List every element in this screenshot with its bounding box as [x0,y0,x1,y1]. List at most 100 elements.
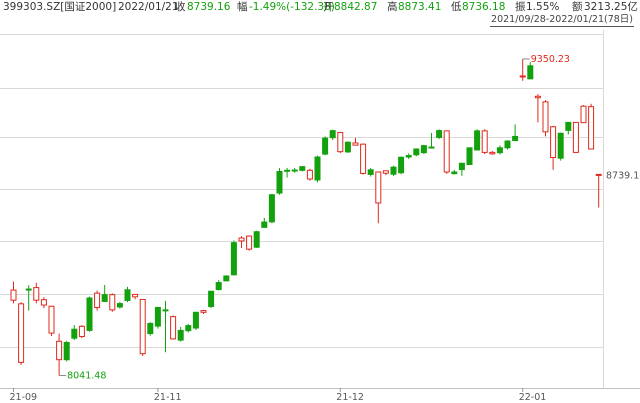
candle [200,309,207,314]
candle [489,150,496,155]
max-price-label: 9350.23 [531,54,570,65]
candle-body-up [246,235,253,250]
candle [344,141,351,153]
candle [132,293,139,300]
min-price-label: 8041.48 [67,371,106,382]
candle-body-up [360,143,367,174]
candle-body-down [413,148,420,156]
candle [512,124,519,142]
stock-code: 399303.SZ[国证2000] [3,1,117,13]
candle [420,144,427,155]
candle-body-up [481,130,488,153]
candle [451,169,458,175]
candle [527,61,534,80]
candle [405,153,412,159]
candle [519,58,526,81]
candle-body-up [48,305,55,334]
candle-body-up [595,173,602,176]
candle-body-up [40,299,47,306]
candle [306,168,313,181]
candle [595,173,602,208]
x-axis: 21-09 21-11 21-12 22-01 [10,388,546,403]
candle-body-down [25,288,32,291]
candle-body-up [588,106,595,150]
high-value: 8873.41 [398,1,442,13]
candle-body-up [534,95,541,99]
candle [382,170,389,176]
candle [534,94,541,123]
candle [428,133,435,149]
candle [443,130,450,174]
candle-body-up [94,292,101,308]
candle [398,156,405,175]
candle-body-down [314,156,321,181]
candle-body-down [284,169,291,172]
candle-body-down [86,297,93,331]
candle [276,168,283,195]
candle [238,236,245,248]
candle-body-up [170,316,177,340]
candle-body-down [71,328,78,339]
date-range[interactable]: 2021/09/28-2022/01/21(78日) [490,14,634,27]
candle [124,286,131,303]
candle [496,145,503,155]
candle [71,325,78,341]
candle [322,136,329,156]
close-label: 收 [175,1,186,13]
candle-body-down [367,169,374,175]
candle-body-up [78,325,85,337]
candle-body-down [322,137,329,155]
current-price-label: 8739.16 [606,170,640,181]
candle [223,275,230,282]
candle-body-down [565,121,572,131]
candle-body-down [299,166,306,171]
candle-body-down [527,65,534,80]
candle [94,290,101,311]
candle [56,333,63,376]
candle-body-up [519,75,526,78]
candle [253,230,260,248]
candle-body-down [496,147,503,154]
candle-body-up [375,171,382,204]
candle-body-down [451,171,458,175]
candle-body-down [390,166,397,175]
candle-body-up [550,126,557,158]
candle [565,121,572,135]
candle-body-down [116,303,123,308]
close-value: 8739.16 [187,1,231,13]
candle-body-down [101,294,108,302]
candle-body-down [420,145,427,154]
candle [390,165,397,177]
amount-value: 3213.25亿 [584,1,638,13]
candle-body-down [405,155,412,158]
candle [268,193,275,224]
candle-body-up [443,130,450,173]
candle [458,162,465,176]
candle-body-down [124,289,131,301]
candle-body-down [276,171,283,194]
candle [466,147,473,165]
candle-body-down [162,309,169,312]
candle [352,137,359,146]
candle-body-up [306,169,313,180]
candle-body-down [504,140,511,149]
candle [18,302,25,366]
amplitude-value: 1.55% [526,1,560,13]
candle [230,240,237,276]
candle [360,143,367,175]
candle-body-up [352,142,359,146]
candle-body-up [18,303,25,363]
candle [375,171,382,224]
candle [314,155,321,183]
candle [86,296,93,332]
quote-header: 399303.SZ[国证2000] 2022/01/21 收 8739.16 幅… [0,0,640,14]
candle [109,293,116,312]
candle [329,129,336,141]
open-value: 8842.87 [334,1,378,13]
candle-body-up [139,298,146,355]
candle [116,301,123,309]
candle [177,327,184,342]
candle-body-down [147,322,154,335]
chart-annotations: 9350.23 8041.48 [59,54,570,382]
